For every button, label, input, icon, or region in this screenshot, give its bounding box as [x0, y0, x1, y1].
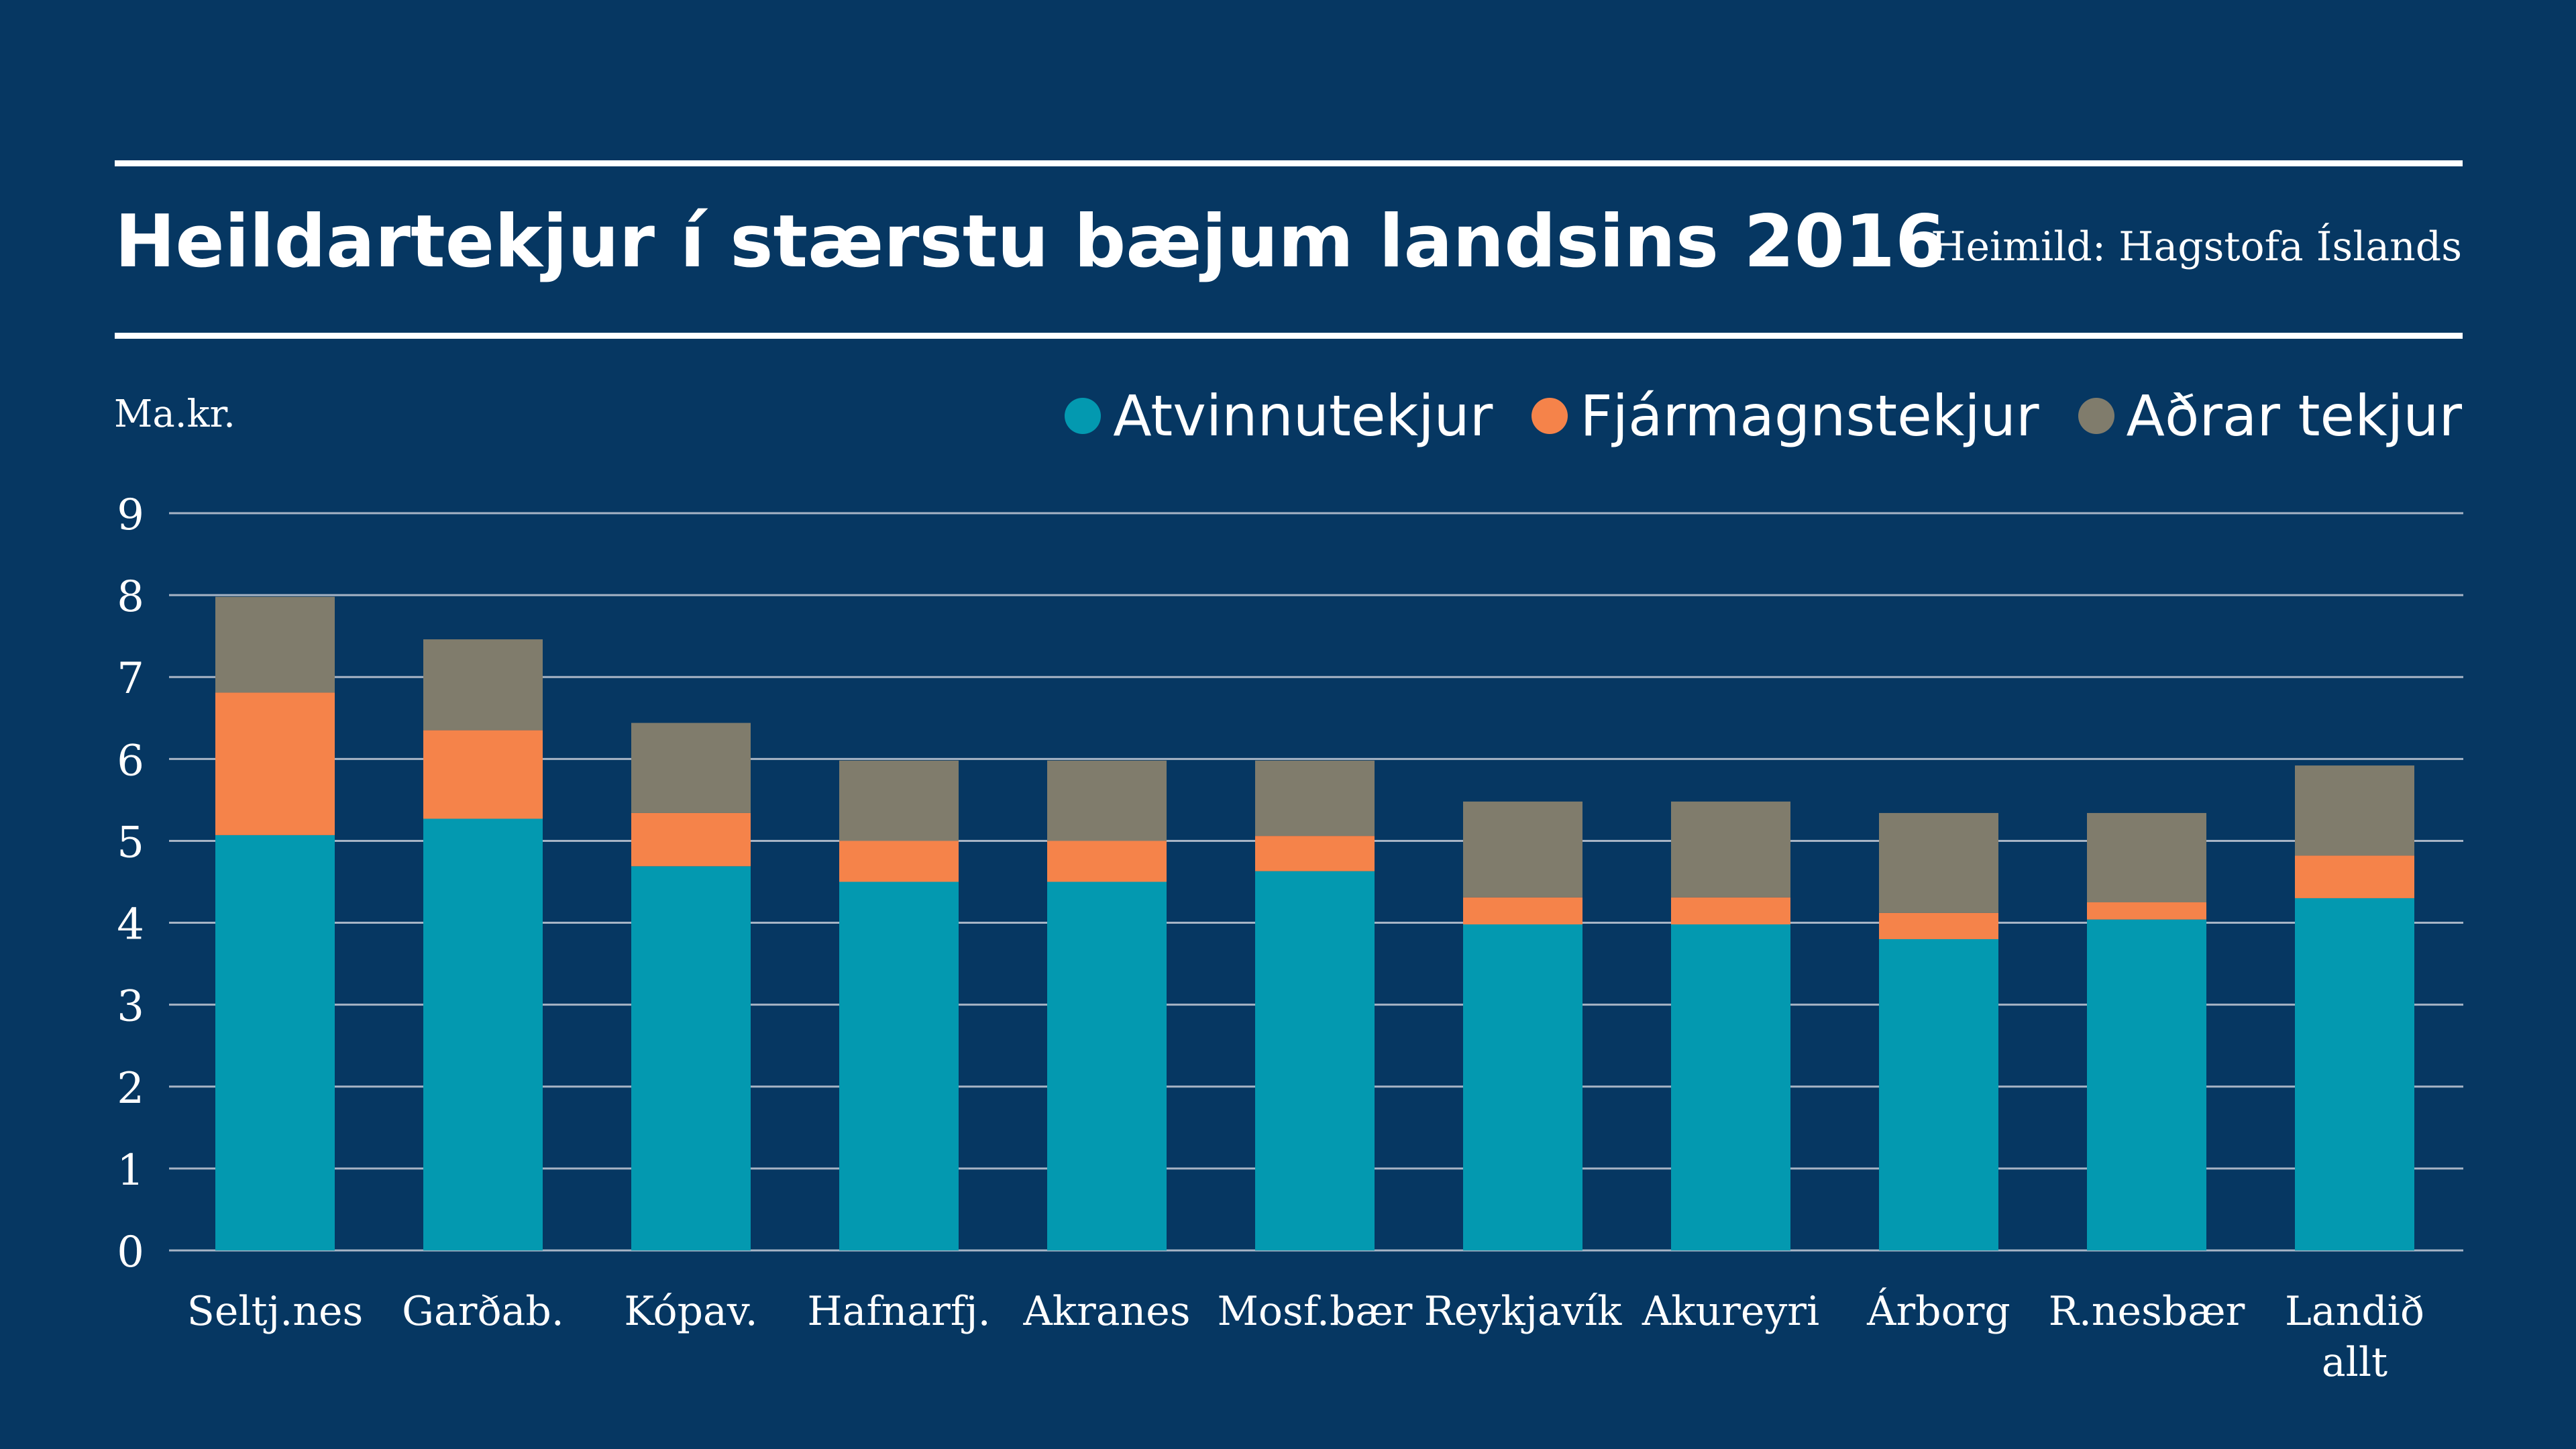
legend-label-adrar-tekjur: Aðrar tekjur [2126, 383, 2462, 449]
x-tick-label-r-nesbaer: R.nesbær [2049, 1288, 2245, 1335]
bar-gardab-atvinnutekjur [423, 818, 543, 1250]
x-tick-label-kopav: Kópav. [624, 1288, 757, 1335]
x-tick-label-arborg: Árborg [1866, 1287, 2010, 1335]
bar-akranes-adrar-tekjur [1047, 760, 1167, 841]
legend-label-atvinnutekjur: Atvinnutekjur [1113, 383, 1493, 449]
bar-seltj-nes-adrar-tekjur [215, 596, 335, 693]
bar-r-nesbaer-fjarmagnstekjur [2087, 902, 2206, 920]
bar-akranes-fjarmagnstekjur [1047, 841, 1167, 882]
y-tick-label-7: 7 [117, 654, 144, 704]
y-axis-unit-label: Ma.kr. [114, 392, 235, 436]
legend-item-atvinnutekjur: Atvinnutekjur [1065, 382, 1493, 450]
y-tick-label-3: 3 [117, 982, 144, 1032]
bar-mosf-baer-fjarmagnstekjur [1255, 836, 1375, 871]
bar-akureyri-fjarmagnstekjur [1671, 897, 1790, 924]
y-tick-label-2: 2 [117, 1064, 144, 1114]
source-note: Heimild: Hagstofa Íslands [1931, 223, 2462, 270]
bar-akureyri-adrar-tekjur [1671, 801, 1790, 898]
legend-item-adrar-tekjur: Aðrar tekjur [2078, 382, 2462, 450]
y-tick-label-9: 9 [117, 490, 144, 540]
legend-item-fjarmagnstekjur: Fjármagnstekjur [1532, 382, 2039, 450]
y-tick-label-0: 0 [117, 1228, 144, 1277]
x-tick-label-akranes: Akranes [1022, 1288, 1190, 1335]
bar-arborg-adrar-tekjur [1879, 812, 1998, 913]
bar-arborg-fjarmagnstekjur [1879, 912, 1998, 939]
bar-akranes-atvinnutekjur [1047, 881, 1167, 1250]
legend-swatch-atvinnutekjur [1065, 398, 1102, 435]
bar-mosf-baer-atvinnutekjur [1255, 871, 1375, 1250]
bar-landid-allt-atvinnutekjur [2295, 898, 2414, 1250]
bar-seltj-nes-fjarmagnstekjur [215, 692, 335, 835]
bar-reykjavik-fjarmagnstekjur [1463, 897, 1582, 924]
x-tick-label-gardab: Garðab. [402, 1288, 564, 1335]
bar-r-nesbaer-atvinnutekjur [2087, 919, 2206, 1250]
legend-swatch-fjarmagnstekjur [1532, 398, 1568, 435]
bar-mosf-baer-adrar-tekjur [1255, 760, 1375, 837]
x-tick-label-hafnarfj: Hafnarfj. [807, 1288, 990, 1335]
bar-seltj-nes-atvinnutekjur [215, 835, 335, 1250]
bar-reykjavik-atvinnutekjur [1463, 924, 1582, 1250]
bottom-rule [115, 333, 2463, 339]
y-tick-label-5: 5 [117, 818, 144, 867]
x-tick-label-landid-allt: Landið allt [2285, 1288, 2424, 1386]
legend-label-fjarmagnstekjur: Fjármagnstekjur [1580, 383, 2039, 449]
bar-landid-allt-fjarmagnstekjur [2295, 855, 2414, 898]
bar-hafnarfj-atvinnutekjur [839, 881, 959, 1250]
bar-landid-allt-adrar-tekjur [2295, 765, 2414, 856]
x-tick-label-akureyri: Akureyri [1642, 1288, 1819, 1335]
bar-hafnarfj-fjarmagnstekjur [839, 841, 959, 882]
legend: Atvinnutekjur Fjármagnstekjur Aðrar tekj… [1065, 382, 2462, 450]
y-tick-label-1: 1 [117, 1146, 144, 1195]
bar-arborg-atvinnutekjur [1879, 938, 1998, 1250]
y-tick-label-6: 6 [117, 736, 144, 786]
x-tick-label-seltj-nes: Seltj.nes [187, 1288, 364, 1335]
top-rule [115, 160, 2463, 166]
bar-akureyri-atvinnutekjur [1671, 924, 1790, 1250]
bar-gardab-fjarmagnstekjur [423, 730, 543, 819]
bar-kopav-adrar-tekjur [631, 722, 751, 813]
bar-r-nesbaer-adrar-tekjur [2087, 812, 2206, 903]
bar-hafnarfj-adrar-tekjur [839, 760, 959, 841]
bar-reykjavik-adrar-tekjur [1463, 801, 1582, 898]
bar-gardab-adrar-tekjur [423, 639, 543, 731]
y-tick-label-8: 8 [117, 572, 144, 622]
x-tick-label-reykjavik: Reykjavík [1424, 1288, 1622, 1335]
y-tick-label-4: 4 [117, 900, 144, 950]
bar-kopav-fjarmagnstekjur [631, 812, 751, 867]
x-tick-label-mosf-baer: Mosf.bær [1218, 1288, 1413, 1335]
legend-swatch-adrar-tekjur [2078, 398, 2114, 435]
bar-kopav-atvinnutekjur [631, 866, 751, 1250]
chart-title: Heildartekjur í stærstu bæjum landsins 2… [115, 200, 1946, 284]
